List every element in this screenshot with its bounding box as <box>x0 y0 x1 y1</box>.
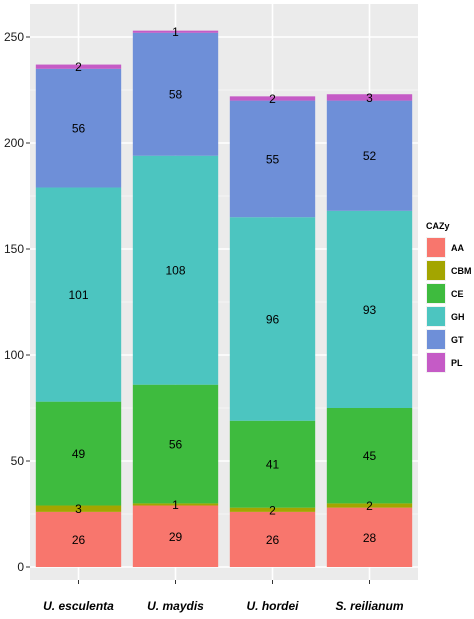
legend-swatch-aa <box>427 238 445 257</box>
bar-segment-pl <box>35 64 122 69</box>
data-label: 108 <box>165 264 185 278</box>
bar-segment-gh <box>35 187 122 402</box>
data-label: 101 <box>68 288 88 302</box>
y-tick-label: 250 <box>4 30 24 44</box>
legend-label-gh: GH <box>451 312 465 322</box>
bar-segment-cbm <box>229 507 316 512</box>
bar-segment-pl <box>229 96 316 101</box>
legend-title: CAZy <box>426 221 450 231</box>
data-label: 2 <box>366 499 373 513</box>
data-label: 52 <box>363 149 377 163</box>
bar-segment-gt <box>35 68 122 188</box>
x-tick-label: U. hordei <box>246 599 299 613</box>
bar-segment-aa <box>132 505 219 567</box>
legend-label-ce: CE <box>451 289 464 299</box>
x-axis: U. esculenta U. maydis U. hordei S. reilian… <box>43 580 404 613</box>
y-tick-label: 200 <box>4 136 24 150</box>
data-label: 3 <box>366 91 373 105</box>
y-tick-label: 150 <box>4 242 24 256</box>
legend-swatch-cbm <box>427 261 445 280</box>
bar-segment-gt <box>326 100 413 211</box>
legend-label-pl: PL <box>451 358 463 368</box>
bar-segment-pl <box>132 30 219 33</box>
data-label: 96 <box>266 312 280 326</box>
data-label: 58 <box>169 88 183 102</box>
y-tick-label: 50 <box>11 454 25 468</box>
data-label: 29 <box>169 530 183 544</box>
bar-segment-cbm <box>326 503 413 508</box>
y-axis: 0 50 100 150 200 250 <box>4 30 30 574</box>
data-label: 93 <box>363 303 377 317</box>
data-label: 28 <box>363 531 377 545</box>
segment-labels: 26 3 49 101 56 2 29 1 56 108 58 1 26 2 41 96 55 2 28 2 45 93 5… <box>68 25 376 547</box>
data-label: 55 <box>266 152 280 166</box>
data-label: 3 <box>75 502 82 516</box>
bar-segment-gt <box>229 100 316 218</box>
x-tick-label: U. maydis <box>147 599 204 613</box>
data-label: 56 <box>72 122 86 136</box>
bar-segment-ce <box>132 384 219 504</box>
data-label: 56 <box>169 438 183 452</box>
bar-segment-gh <box>229 217 316 421</box>
legend-label-gt: GT <box>451 335 464 345</box>
bars <box>35 30 413 567</box>
bar-segment-ce <box>229 420 316 508</box>
legend-label-aa: AA <box>451 243 464 253</box>
data-label: 26 <box>72 533 86 547</box>
bar-segment-ce <box>326 408 413 504</box>
y-tick-label: 100 <box>4 348 24 362</box>
bar-segment-ce <box>35 401 122 506</box>
bar-segment-aa <box>326 507 413 567</box>
data-label: 1 <box>172 25 179 39</box>
data-label: 2 <box>75 60 82 74</box>
legend: CAZy AA CBM CE GH GT PL <box>426 221 472 373</box>
bar-segment-gt <box>132 32 219 156</box>
x-tick-label: S. reilianum <box>335 599 403 613</box>
data-label: 41 <box>266 458 280 472</box>
data-label: 2 <box>269 503 276 517</box>
bar-segment-aa <box>35 511 122 567</box>
bar-segment-cbm <box>35 505 122 512</box>
legend-swatch-gh <box>427 307 445 326</box>
data-label: 45 <box>363 449 377 463</box>
bar-segment-gh <box>132 155 219 385</box>
data-label: 1 <box>172 498 179 512</box>
legend-swatch-ce <box>427 284 445 303</box>
data-label: 2 <box>269 92 276 106</box>
x-tick-label: U. esculenta <box>43 599 114 613</box>
legend-label-cbm: CBM <box>451 266 472 276</box>
legend-swatch-gt <box>427 330 445 349</box>
y-tick-label: 0 <box>17 560 24 574</box>
bar-segment-gh <box>326 210 413 408</box>
legend-swatch-pl <box>427 353 445 372</box>
bar-segment-aa <box>229 511 316 567</box>
bar-segment-pl <box>326 94 413 101</box>
bar-segment-cbm <box>132 503 219 506</box>
data-label: 49 <box>72 447 86 461</box>
data-label: 26 <box>266 533 280 547</box>
